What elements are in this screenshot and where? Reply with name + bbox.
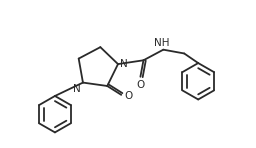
Text: N: N — [120, 59, 128, 69]
Text: NH: NH — [154, 38, 170, 48]
Text: O: O — [124, 91, 133, 101]
Text: O: O — [136, 80, 145, 90]
Text: N: N — [73, 84, 81, 94]
